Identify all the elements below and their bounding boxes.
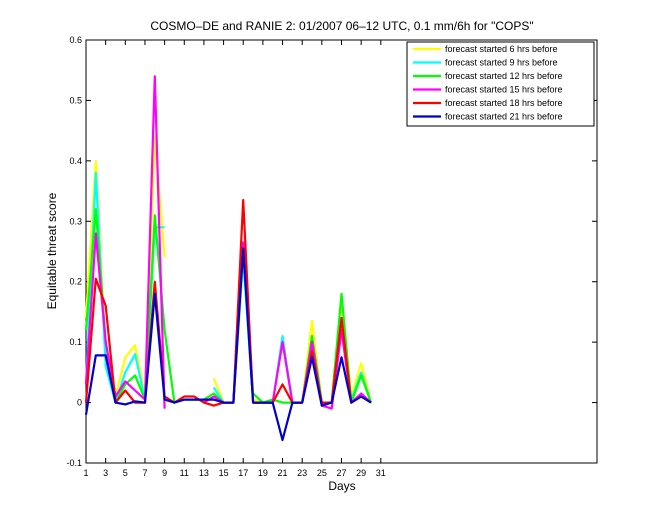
legend-label: forecast started 6 hrs before <box>445 44 558 54</box>
x-tick-label: 17 <box>238 468 248 478</box>
y-tick-label: 0.2 <box>69 277 82 287</box>
y-tick-label: 0.3 <box>69 216 82 226</box>
x-tick-label: 3 <box>103 468 108 478</box>
x-tick-label: 9 <box>162 468 167 478</box>
legend-label: forecast started 21 hrs before <box>445 112 563 122</box>
x-axis: 1 3 5 7 9 11 13 15 17 19 21 23 25 27 29 31 <box>83 40 386 478</box>
y-tick-label: -0.1 <box>66 458 82 468</box>
chart-title: COSMO–DE and RANIE 2: 01/2007 06–12 UTC,… <box>150 19 533 33</box>
y-axis-label: Equitable threat score <box>45 192 59 309</box>
x-tick-label: 19 <box>258 468 268 478</box>
x-tick-label: 25 <box>317 468 327 478</box>
x-tick-label: 21 <box>278 468 288 478</box>
x-tick-label: 23 <box>297 468 307 478</box>
y-tick-label: 0.4 <box>69 156 82 166</box>
x-tick-label: 13 <box>199 468 209 478</box>
legend: forecast started 6 hrs before forecast st… <box>406 41 595 127</box>
x-tick-label: 15 <box>219 468 229 478</box>
x-tick-label: 1 <box>83 468 88 478</box>
legend-label: forecast started 18 hrs before <box>445 98 563 108</box>
x-tick-label: 29 <box>356 468 366 478</box>
legend-label: forecast started 15 hrs before <box>445 85 563 95</box>
y-tick-label: 0.1 <box>69 337 82 347</box>
legend-label: forecast started 9 hrs before <box>445 58 558 68</box>
x-tick-label: 11 <box>180 468 189 478</box>
series-line-5 <box>84 75 166 409</box>
x-tick-label: 7 <box>142 468 147 478</box>
x-tick-label: 31 <box>376 468 386 478</box>
y-tick-label: 0.5 <box>69 95 82 105</box>
legend-label: forecast started 12 hrs before <box>445 71 563 81</box>
x-tick-label: 5 <box>123 468 128 478</box>
x-axis-label: Days <box>328 479 355 493</box>
series-layer <box>84 75 373 442</box>
x-tick-label: 27 <box>336 468 346 478</box>
y-tick-label: 0.6 <box>69 35 82 45</box>
series-line-8 <box>84 247 372 442</box>
legend-box <box>406 41 595 127</box>
y-tick-label: 0 <box>77 398 82 408</box>
